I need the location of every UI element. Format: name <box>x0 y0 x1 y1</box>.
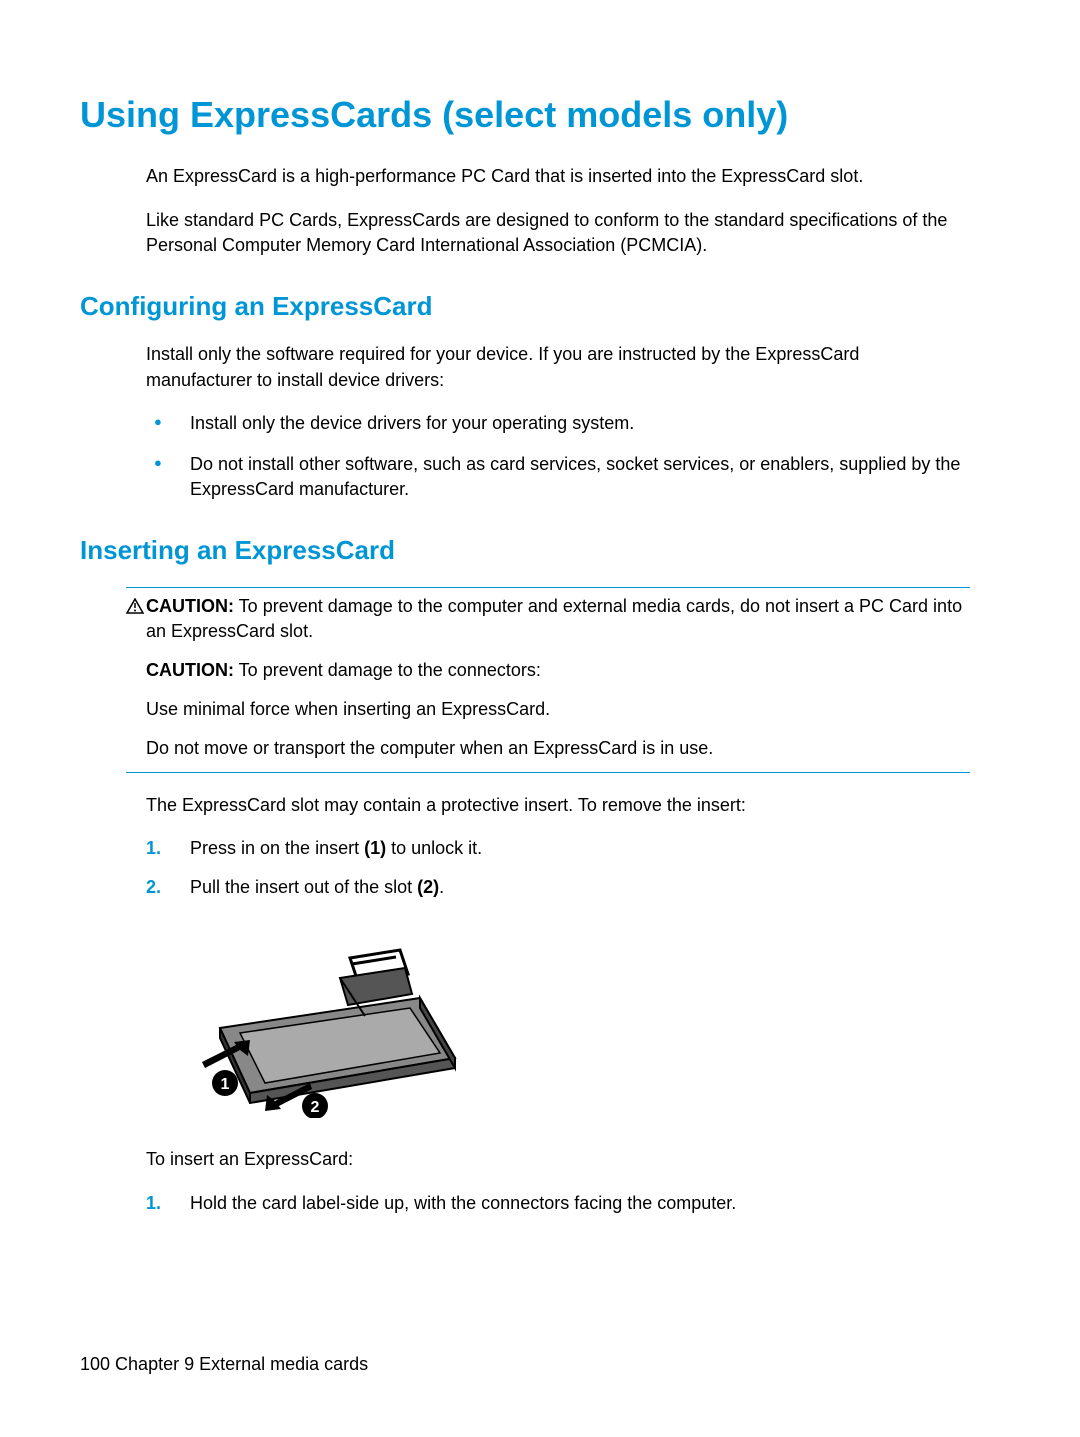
step-callout: (2) <box>417 877 439 897</box>
page-number: 100 <box>80 1354 110 1374</box>
intro-p1: An ExpressCard is a high-performance PC … <box>146 164 970 189</box>
steps-insert-card: 1. Hold the card label-side up, with the… <box>146 1191 970 1216</box>
list-item: Install only the device drivers for your… <box>146 411 970 436</box>
list-item: 1. Hold the card label-side up, with the… <box>146 1191 970 1216</box>
steps-remove-insert: 1. Press in on the insert (1) to unlock … <box>146 836 970 900</box>
step-text-post: . <box>439 877 444 897</box>
caution-body-1: To prevent damage to the computer and ex… <box>146 596 962 641</box>
list-item: Do not install other software, such as c… <box>146 452 970 502</box>
chapter-label: Chapter 9 External media cards <box>110 1354 368 1374</box>
page-title: Using ExpressCards (select models only) <box>80 90 1000 140</box>
step-number: 2. <box>146 875 161 900</box>
page-footer: 100 Chapter 9 External media cards <box>80 1352 368 1377</box>
step-text-pre: Pull the insert out of the slot <box>190 877 417 897</box>
caution-text-2: CAUTION: To prevent damage to the connec… <box>146 658 970 683</box>
section-heading-inserting: Inserting an ExpressCard <box>80 532 1000 568</box>
caution-body-2: To prevent damage to the connectors: <box>234 660 541 680</box>
step-number: 1. <box>146 836 161 861</box>
list-item: 1. Press in on the insert (1) to unlock … <box>146 836 970 861</box>
intro-p2: Like standard PC Cards, ExpressCards are… <box>146 208 970 258</box>
step-callout: (1) <box>364 838 386 858</box>
caution-text-4: Do not move or transport the computer wh… <box>146 736 970 761</box>
step-text: Hold the card label-side up, with the co… <box>190 1193 736 1213</box>
section1-bullets: Install only the device drivers for your… <box>146 411 970 503</box>
after-diagram-text: To insert an ExpressCard: <box>146 1147 970 1172</box>
step-number: 1. <box>146 1191 161 1216</box>
step-text-pre: Press in on the insert <box>190 838 364 858</box>
caution-box: CAUTION: To prevent damage to the comput… <box>126 587 970 773</box>
step-text-post: to unlock it. <box>386 838 482 858</box>
svg-text:1: 1 <box>221 1076 230 1093</box>
section-heading-configuring: Configuring an ExpressCard <box>80 288 1000 324</box>
svg-text:2: 2 <box>311 1099 320 1116</box>
after-caution-text: The ExpressCard slot may contain a prote… <box>146 793 970 818</box>
caution-label-2: CAUTION: <box>146 660 234 680</box>
caution-text-1: CAUTION: To prevent damage to the comput… <box>146 594 970 644</box>
expresscard-diagram: 1 2 <box>190 918 1000 1125</box>
caution-label: CAUTION: <box>146 596 234 616</box>
caution-icon <box>126 596 146 621</box>
list-item: 2. Pull the insert out of the slot (2). <box>146 875 970 900</box>
section1-p1: Install only the software required for y… <box>146 342 970 392</box>
caution-text-3: Use minimal force when inserting an Expr… <box>146 697 970 722</box>
